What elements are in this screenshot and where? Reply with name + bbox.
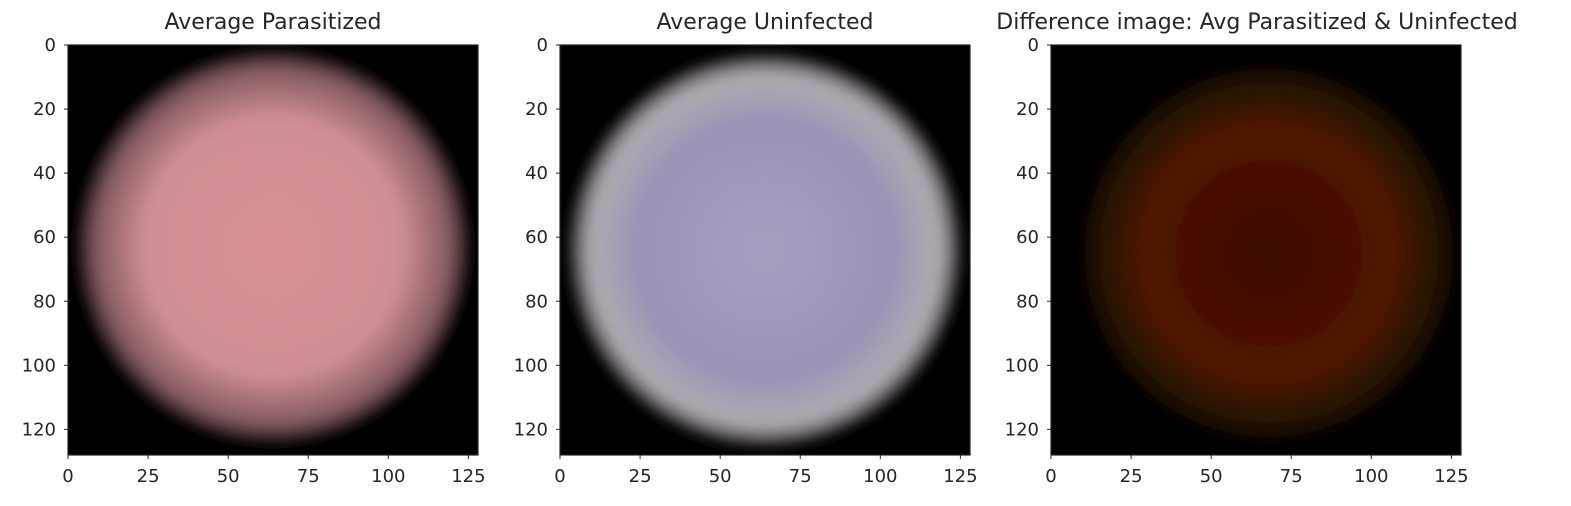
x-tick-label: 75 (789, 466, 812, 487)
y-tick-label: 120 (514, 419, 548, 440)
x-tick-label: 25 (629, 466, 652, 487)
chart-title: Average Uninfected (656, 10, 874, 35)
y-tick-label: 60 (33, 227, 56, 248)
panel-average-uninfected: Average Uninfected 0 25 50 75 100 125 0 20 40 60 8… (514, 10, 978, 487)
y-tick-label: 20 (525, 99, 548, 120)
y-tick-label: 40 (1016, 163, 1039, 184)
y-tick-label: 60 (1016, 227, 1039, 248)
y-tick-label: 40 (33, 163, 56, 184)
chart-title: Average Parasitized (164, 10, 382, 35)
x-tick-label: 50 (709, 466, 732, 487)
x-tick-label: 125 (1434, 466, 1468, 487)
average-cell-image (1076, 61, 1461, 446)
y-tick-label: 60 (525, 227, 548, 248)
chart-1-svg: 0 25 50 75 100 125 0 20 40 60 80 100 120 (514, 35, 978, 487)
x-tick-label: 125 (943, 466, 977, 487)
y-tick-label: 0 (537, 35, 548, 56)
x-tick-label: 50 (1200, 466, 1223, 487)
average-cell-image (566, 51, 964, 449)
y-tick-label: 0 (1028, 35, 1039, 56)
x-tick-label: 75 (1280, 466, 1303, 487)
axes-frame (559, 44, 971, 456)
x-tick-label: 50 (217, 466, 240, 487)
y-tick-label: 0 (45, 35, 56, 56)
axes-frame (1050, 44, 1462, 456)
x-tick-label: 0 (554, 466, 565, 487)
average-cell-image (74, 48, 472, 446)
x-tick-label: 25 (1120, 466, 1143, 487)
x-tick-label: 0 (62, 466, 73, 487)
axes-frame (67, 44, 479, 456)
y-tick-label: 20 (33, 99, 56, 120)
y-tick-label: 100 (22, 355, 56, 376)
x-tick-label: 25 (137, 466, 160, 487)
y-tick-label: 120 (1005, 419, 1039, 440)
chart-title: Difference image: Avg Parasitized & Unin… (996, 10, 1518, 35)
x-tick-label: 125 (451, 466, 485, 487)
x-tick-label: 100 (371, 466, 405, 487)
y-tick-label: 80 (1016, 291, 1039, 312)
y-tick-label: 120 (22, 419, 56, 440)
x-tick-label: 100 (863, 466, 897, 487)
y-tick-label: 100 (1005, 355, 1039, 376)
y-tick-label: 80 (33, 291, 56, 312)
x-tick-label: 100 (1354, 466, 1388, 487)
x-tick-label: 75 (297, 466, 320, 487)
x-tick-label: 0 (1045, 466, 1056, 487)
y-tick-label: 80 (525, 291, 548, 312)
y-tick-label: 40 (525, 163, 548, 184)
panel-average-parasitized: Average Parasitized 0 25 50 75 100 125 0 20 40 60… (0, 0, 490, 506)
y-tick-label: 100 (514, 355, 548, 376)
y-tick-label: 20 (1016, 99, 1039, 120)
chart-0-svg: 0 25 50 75 100 125 0 20 40 60 80 100 120 (22, 35, 486, 487)
